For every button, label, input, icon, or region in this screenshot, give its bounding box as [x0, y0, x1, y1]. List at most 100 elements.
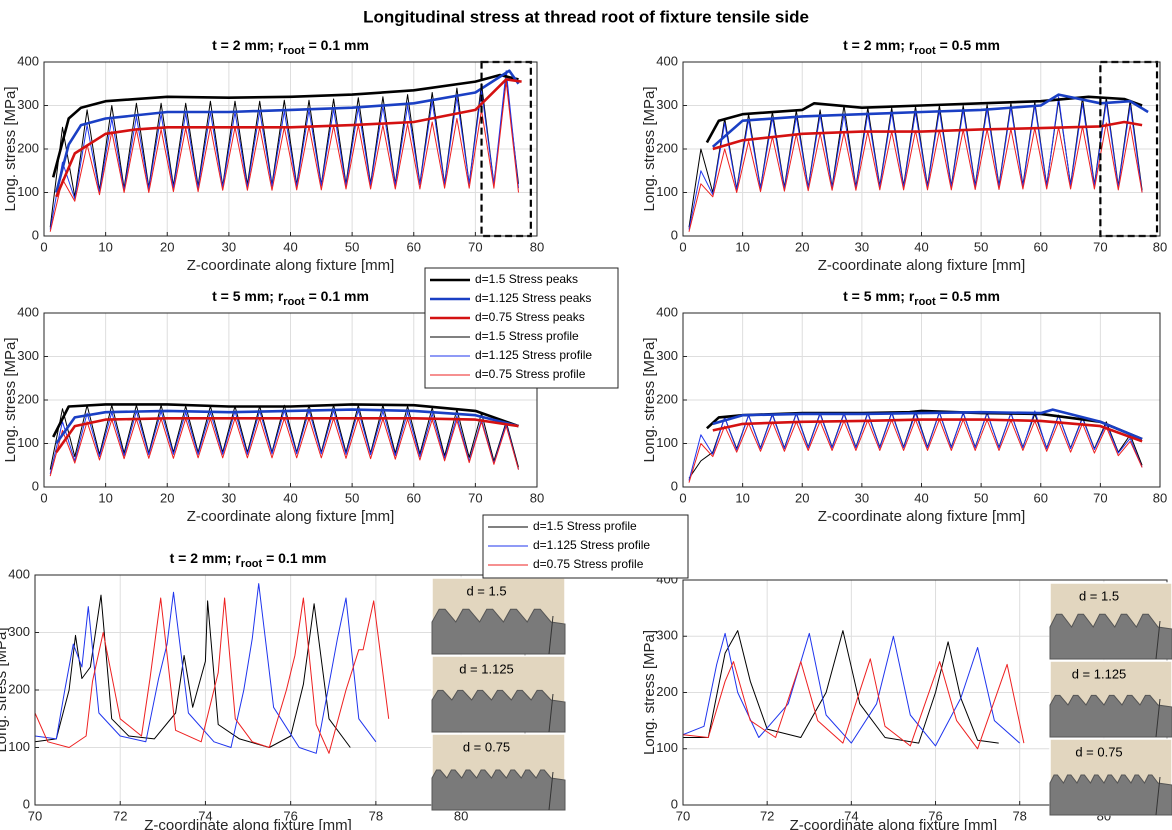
- y-axis-label: Long. stress [MPa]: [641, 86, 658, 211]
- y-tick-label: 300: [656, 628, 678, 643]
- inset-label: d = 0.75: [463, 739, 510, 754]
- x-tick-label: 80: [454, 808, 468, 823]
- x-axis-label: Z-coordinate along fixture [mm]: [187, 508, 395, 525]
- x-tick-label: 70: [676, 808, 690, 823]
- plot-lines: [683, 630, 1025, 750]
- x-tick-label: 10: [735, 239, 749, 254]
- axes-frame: [682, 312, 1161, 488]
- panel-title-part: = 0.5 mm: [936, 288, 1000, 304]
- x-tick-label: 76: [283, 808, 297, 823]
- y-tick-label: 100: [8, 739, 30, 754]
- x-tick-label: 0: [40, 239, 47, 254]
- panel-title: t = 2 mm; rroot = 0.5 mm: [843, 37, 1000, 57]
- x-tick-label: 10: [98, 490, 112, 505]
- y-tick-label: 200: [17, 391, 39, 406]
- x-tick-label: 80: [530, 239, 544, 254]
- x-tick-label: 60: [407, 239, 421, 254]
- thread-edge: [1155, 620, 1161, 660]
- x-tick-label: 78: [369, 808, 383, 823]
- y-tick-label: 400: [17, 53, 39, 68]
- x-tick-label: 40: [283, 239, 297, 254]
- x-tick-label: 0: [679, 239, 686, 254]
- x-tick-label: 72: [113, 808, 127, 823]
- x-tick-label: 72: [760, 808, 774, 823]
- legend-label: d=0.75 Stress peaks: [475, 310, 585, 324]
- stress-peaks-line: [711, 93, 1149, 148]
- thread-profile: [431, 769, 566, 811]
- stress-profile-line: [683, 630, 999, 744]
- x-axis-label: Z-coordinate along fixture [mm]: [790, 817, 998, 830]
- legend-label: d=1.5 Stress profile: [533, 519, 637, 533]
- panel-title-part: root: [914, 296, 936, 308]
- x-tick-label: 80: [1153, 490, 1167, 505]
- stress-peaks-line: [55, 78, 522, 198]
- y-tick-label: 0: [32, 227, 39, 242]
- x-tick-label: 20: [160, 239, 174, 254]
- x-axis-label: Z-coordinate along fixture [mm]: [818, 508, 1026, 525]
- x-tick-label: 76: [928, 808, 942, 823]
- x-tick-label: 30: [855, 239, 869, 254]
- y-tick-label: 100: [656, 435, 678, 450]
- panel-title: t = 5 mm; rroot = 0.5 mm: [843, 288, 1000, 308]
- thread-profile: [431, 689, 566, 733]
- y-tick-label: 300: [17, 97, 39, 112]
- panel-title-part: = 0.5 mm: [936, 37, 1000, 53]
- x-tick-label: 20: [795, 239, 809, 254]
- y-tick-label: 0: [671, 227, 678, 242]
- thread-edge: [548, 615, 554, 655]
- x-tick-label: 74: [844, 808, 858, 823]
- y-tick-label: 400: [656, 304, 678, 319]
- stress-profile-line: [49, 78, 519, 228]
- x-tick-label: 70: [1093, 490, 1107, 505]
- legend-label: d=1.125 Stress profile: [533, 538, 650, 552]
- y-tick-label: 400: [656, 53, 678, 68]
- panel-title: t = 2 mm; rroot = 0.1 mm: [170, 550, 327, 570]
- y-tick-label: 300: [8, 624, 30, 639]
- panel-title-part: root: [914, 45, 936, 57]
- x-tick-label: 80: [1153, 239, 1167, 254]
- x-axis-label: Z-coordinate along fixture [mm]: [187, 257, 395, 274]
- x-tick-label: 40: [914, 239, 928, 254]
- x-tick-label: 0: [679, 490, 686, 505]
- thread-edge: [548, 693, 554, 733]
- y-tick-label: 0: [671, 478, 678, 493]
- stress-peaks-line: [712, 418, 1143, 443]
- y-tick-label: 400: [8, 566, 30, 581]
- stress-peaks-line: [712, 120, 1143, 151]
- x-tick-label: 60: [1034, 490, 1048, 505]
- x-tick-label: 70: [468, 239, 482, 254]
- panel-title-part: = 0.1 mm: [305, 288, 369, 304]
- panel-title-part: root: [241, 558, 263, 570]
- thread-edge: [548, 771, 554, 811]
- x-axis-label: Z-coordinate along fixture [mm]: [818, 257, 1026, 274]
- y-tick-label: 300: [656, 97, 678, 112]
- x-tick-label: 60: [407, 490, 421, 505]
- inset-label: d = 1.5: [1079, 588, 1119, 603]
- y-tick-label: 300: [17, 348, 39, 363]
- axes-frame: [43, 312, 538, 488]
- stress-peaks-line: [705, 95, 1143, 144]
- panel-title-part: = 0.1 mm: [262, 550, 326, 566]
- plot-lines: [49, 69, 522, 232]
- panel-title-part: t = 2 mm; r: [212, 37, 284, 53]
- legend-label: d=1.5 Stress peaks: [475, 272, 578, 286]
- plot-lines: [688, 408, 1143, 483]
- x-tick-label: 40: [914, 490, 928, 505]
- thread-profile: [1049, 613, 1172, 660]
- plot-lines: [688, 93, 1149, 232]
- y-axis-label: Long. stress [MPa]: [641, 630, 658, 755]
- panel-title-part: = 0.1 mm: [305, 37, 369, 53]
- y-tick-label: 300: [656, 348, 678, 363]
- thread-edge: [1155, 776, 1161, 816]
- panel-title-part: root: [283, 296, 305, 308]
- legend-label: d=1.5 Stress profile: [475, 329, 579, 343]
- y-axis-label: Long. stress [MPa]: [2, 86, 19, 211]
- x-tick-label: 80: [530, 490, 544, 505]
- x-axis-label: Z-coordinate along fixture [mm]: [144, 817, 352, 830]
- thread-edge: [1155, 698, 1161, 738]
- x-tick-label: 30: [222, 239, 236, 254]
- y-tick-label: 100: [17, 435, 39, 450]
- panel-title-part: t = 2 mm; r: [170, 550, 242, 566]
- inset-label: d = 1.5: [466, 583, 506, 598]
